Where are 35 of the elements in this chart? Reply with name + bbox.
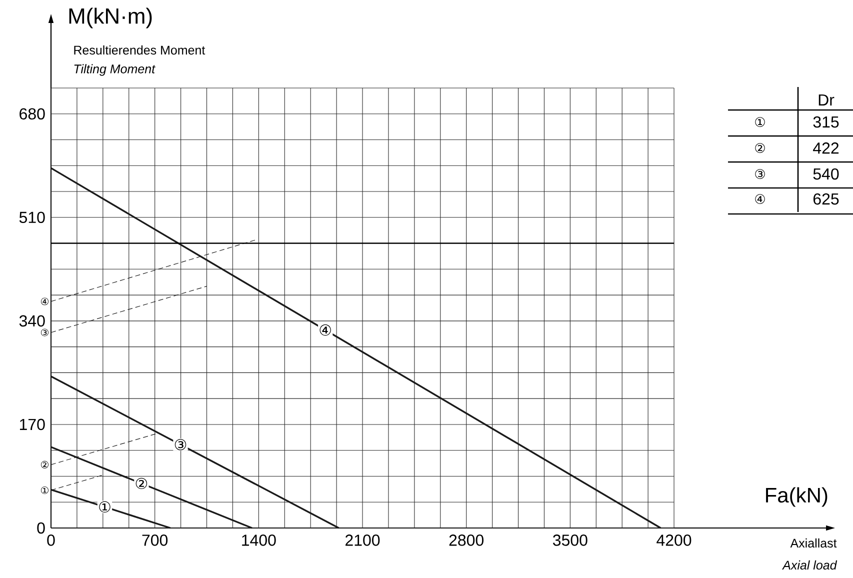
series-label: ③ [174, 438, 186, 450]
y-tick-label: 340 [19, 315, 45, 327]
annotation: 422 [813, 142, 839, 154]
annotation: 625 [813, 193, 839, 205]
annotation: ① [755, 117, 765, 127]
annotation: ③ [755, 169, 765, 179]
series-label: ① [40, 486, 48, 494]
x-tick-label: 2800 [449, 534, 484, 546]
x-tick-label: 700 [142, 534, 168, 546]
series-label: ④ [320, 324, 331, 336]
x-tick-label: 2100 [346, 534, 380, 546]
series-label: ② [40, 460, 48, 468]
y-axis-title: M(kN·m) [69, 8, 152, 28]
annotation: Resultierendes Moment [74, 45, 206, 55]
x-tick-label: 3500 [552, 534, 588, 546]
annotation: ② [755, 143, 765, 153]
series-label: ③ [40, 328, 48, 336]
y-tick-label: 0 [37, 522, 45, 534]
series-label: ① [99, 501, 110, 512]
annotation: 315 [813, 116, 839, 128]
annotation: Dr [818, 94, 834, 106]
x-tick-label: 1400 [242, 534, 276, 546]
annotation: Tilting Moment [74, 64, 156, 76]
x-tick-label: 4200 [656, 534, 692, 546]
x-tick-label: 0 [47, 534, 55, 546]
text: Axiallast [790, 538, 837, 548]
annotation: ④ [755, 194, 765, 204]
series-label: ② [136, 478, 148, 490]
y-tick-label: 170 [20, 418, 45, 430]
y-tick-label: 680 [20, 108, 45, 120]
x-axis-title: Fa(kN) [766, 487, 828, 507]
text: Axial load [782, 560, 838, 570]
annotation: 540 [813, 168, 839, 180]
series-label: ④ [40, 298, 48, 306]
y-tick-label: 510 [19, 212, 45, 224]
